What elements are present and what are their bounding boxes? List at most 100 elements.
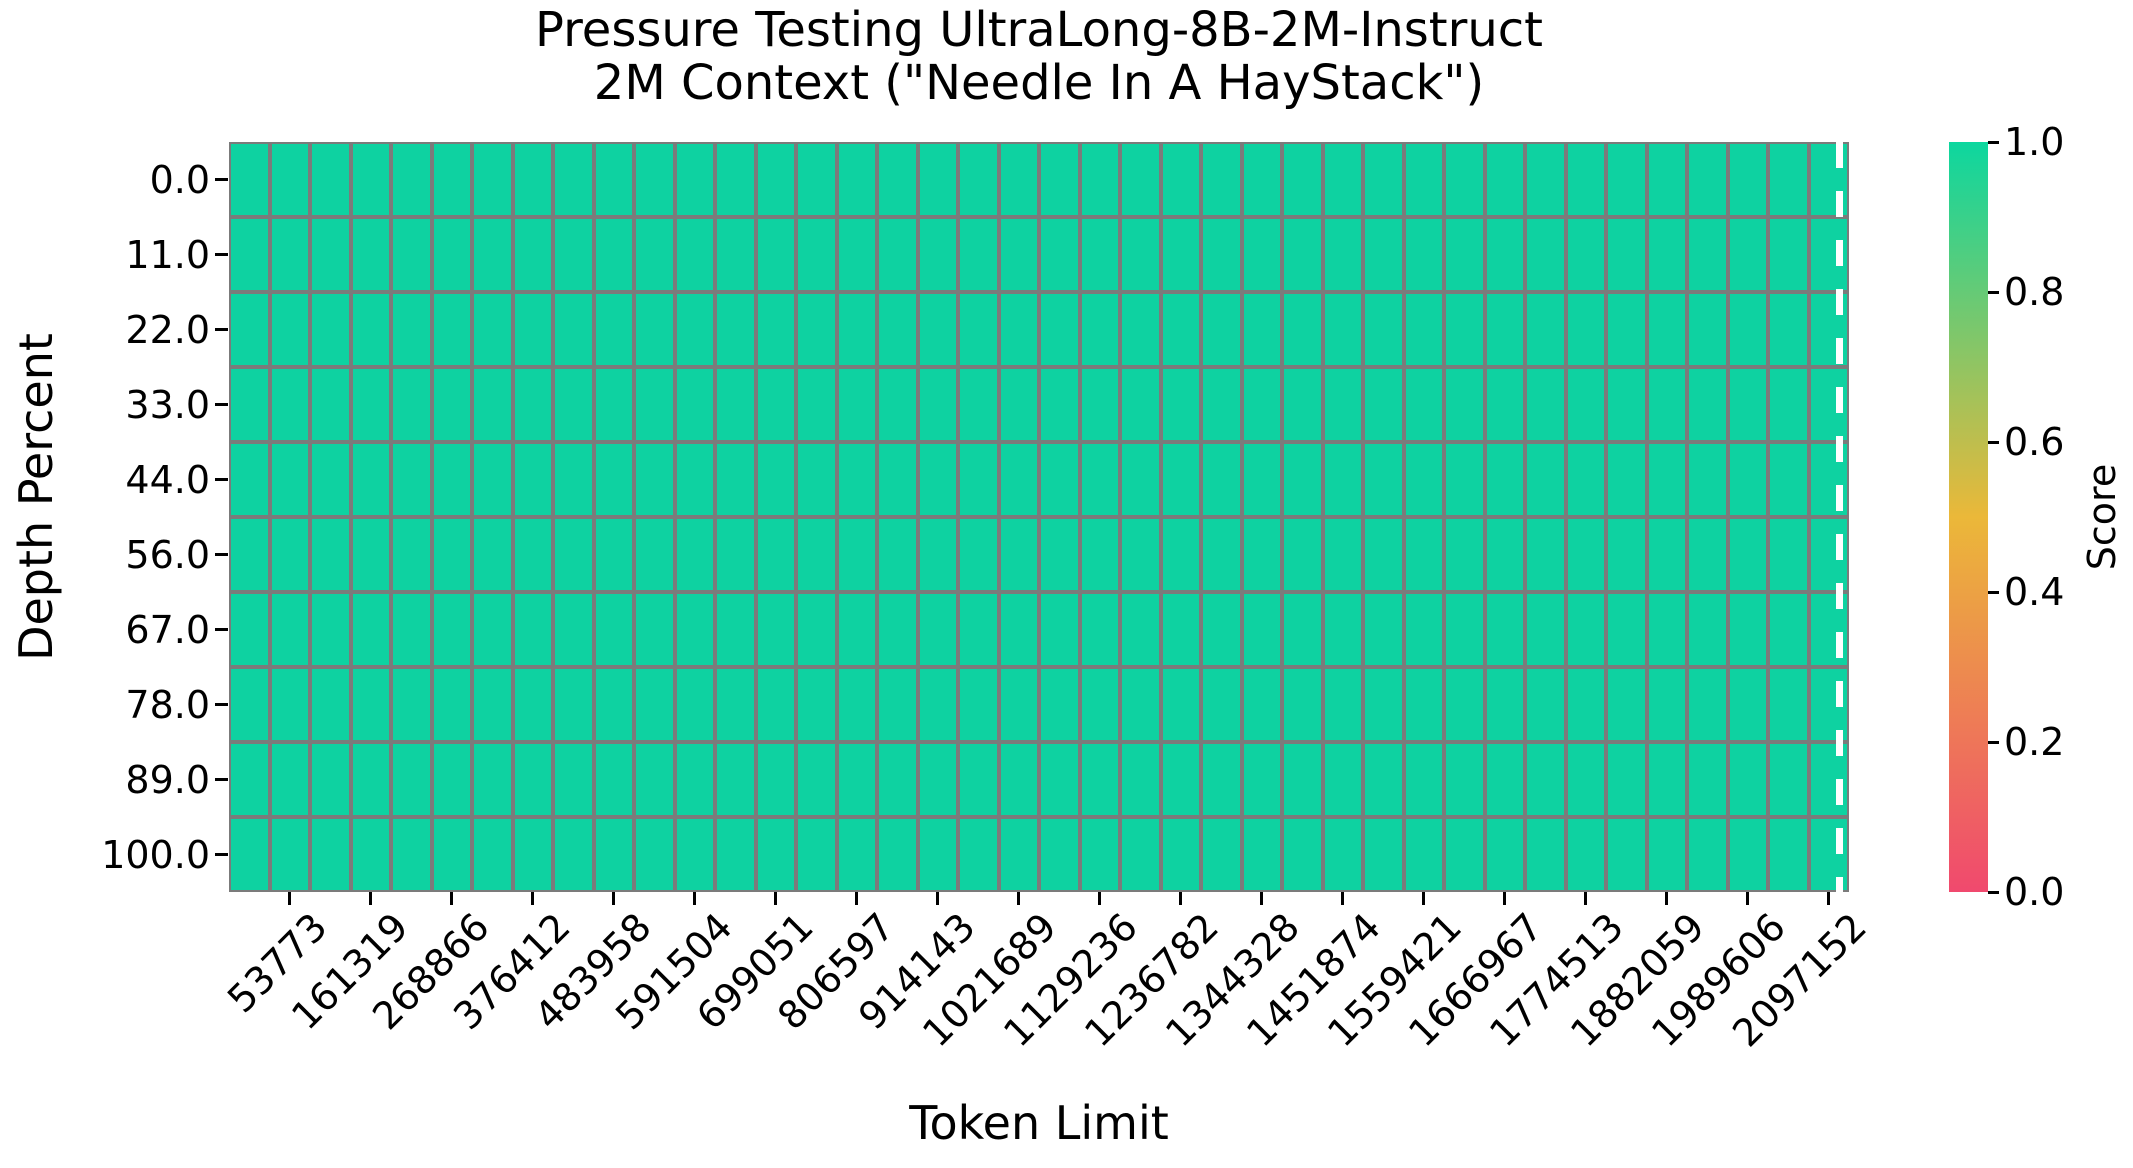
heatmap-cell	[1608, 744, 1645, 815]
heatmap-cell	[636, 444, 673, 515]
heatmap-cell	[1284, 219, 1321, 290]
heatmap-cell	[555, 744, 592, 815]
heatmap-cell	[474, 819, 511, 890]
heatmap-cell	[676, 444, 713, 515]
heatmap-cell	[271, 519, 308, 590]
x-tick-mark	[1422, 892, 1426, 905]
heatmap-cell	[798, 444, 835, 515]
x-tick-mark	[1827, 892, 1831, 905]
heatmap-cell	[433, 669, 470, 740]
heatmap-cell	[676, 819, 713, 890]
heatmap-cell	[676, 669, 713, 740]
y-tick-mark	[215, 403, 228, 406]
heatmap-cell	[555, 369, 592, 440]
heatmap-cell	[919, 369, 956, 440]
heatmap-cell	[1081, 594, 1118, 665]
heatmap-cell	[919, 669, 956, 740]
heatmap-cell	[1446, 369, 1483, 440]
heatmap-cell	[555, 444, 592, 515]
heatmap-cell	[1000, 519, 1037, 590]
x-tick-mark	[612, 892, 616, 905]
x-tick-mark	[1179, 892, 1183, 905]
heatmap-cell	[1081, 744, 1118, 815]
heatmap-cell	[352, 669, 389, 740]
heatmap-cell	[1203, 294, 1240, 365]
heatmap-cell	[1689, 144, 1726, 215]
heatmap-cell	[271, 669, 308, 740]
heatmap-cell	[1527, 444, 1564, 515]
heatmap-cell	[312, 294, 349, 365]
heatmap-cell	[757, 444, 794, 515]
heatmap-cell	[514, 369, 551, 440]
heatmap-cell	[1405, 144, 1442, 215]
heatmap-cell	[676, 219, 713, 290]
heatmap-cell	[433, 294, 470, 365]
heatmap-cell	[1527, 594, 1564, 665]
heatmap-cell	[1081, 144, 1118, 215]
heatmap-cell	[555, 819, 592, 890]
heatmap-cell	[1486, 744, 1523, 815]
heatmap-cell	[757, 594, 794, 665]
heatmap-cell	[555, 669, 592, 740]
heatmap-cell	[838, 594, 875, 665]
heatmap-cell	[352, 294, 389, 365]
heatmap-cell	[514, 144, 551, 215]
x-tick-mark	[1260, 892, 1264, 905]
heatmap-cell	[1000, 819, 1037, 890]
heatmap-cell	[1770, 144, 1807, 215]
heatmap-cell	[1243, 594, 1280, 665]
heatmap-cell	[717, 294, 754, 365]
heatmap-cell	[757, 144, 794, 215]
heatmap-cell	[636, 669, 673, 740]
heatmap-cell	[757, 819, 794, 890]
y-tick-mark	[215, 328, 228, 331]
x-tick-mark	[1341, 892, 1345, 905]
colorbar-tick-label: 0.2	[2004, 720, 2065, 764]
heatmap-cell	[1122, 669, 1159, 740]
heatmap-cell	[514, 294, 551, 365]
heatmap-cell	[1567, 594, 1604, 665]
heatmap-cell	[1689, 744, 1726, 815]
heatmap-cell	[1000, 144, 1037, 215]
colorbar-tick-label: 0.4	[2004, 570, 2065, 614]
heatmap-cell	[1446, 669, 1483, 740]
heatmap-cell	[1527, 219, 1564, 290]
heatmap-cell	[393, 369, 430, 440]
heatmap-cell	[1243, 669, 1280, 740]
heatmap-cell	[1567, 294, 1604, 365]
heatmap-cell	[271, 219, 308, 290]
heatmap-cell	[1122, 219, 1159, 290]
heatmap-cell	[1689, 294, 1726, 365]
heatmap-cell	[717, 519, 754, 590]
heatmap-cell	[1567, 144, 1604, 215]
heatmap-cell	[798, 594, 835, 665]
heatmap-cell	[595, 594, 632, 665]
heatmap-cell	[1081, 219, 1118, 290]
colorbar-tick-mark	[1988, 890, 1999, 894]
heatmap-cell	[231, 294, 268, 365]
heatmap-cell	[1324, 294, 1361, 365]
heatmap-cell	[1770, 294, 1807, 365]
heatmap-cell	[1689, 519, 1726, 590]
heatmap-cell	[1446, 594, 1483, 665]
heatmap-cell	[1162, 669, 1199, 740]
heatmap-cell	[1689, 444, 1726, 515]
heatmap-cell	[1243, 519, 1280, 590]
heatmap-cell	[595, 294, 632, 365]
heatmap-cell	[919, 819, 956, 890]
heatmap-cell	[1365, 744, 1402, 815]
heatmap-cell	[1608, 444, 1645, 515]
heatmap-cell	[1284, 444, 1321, 515]
heatmap-cell	[1203, 369, 1240, 440]
heatmap-cell	[676, 144, 713, 215]
heatmap-cell	[919, 219, 956, 290]
heatmap-cell	[1041, 294, 1078, 365]
heatmap-cell	[1608, 294, 1645, 365]
heatmap-cell	[1243, 369, 1280, 440]
heatmap-cell	[1284, 744, 1321, 815]
heatmap-cell	[1689, 219, 1726, 290]
heatmap-cell	[312, 144, 349, 215]
heatmap-cell	[1041, 594, 1078, 665]
heatmap-cell	[1567, 219, 1604, 290]
heatmap-cell	[717, 594, 754, 665]
